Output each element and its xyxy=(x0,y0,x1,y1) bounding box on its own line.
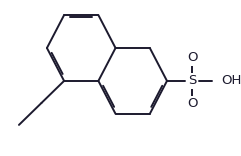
Text: OH: OH xyxy=(221,74,241,87)
Text: O: O xyxy=(187,97,198,110)
Text: O: O xyxy=(187,51,198,64)
Text: S: S xyxy=(188,74,196,87)
